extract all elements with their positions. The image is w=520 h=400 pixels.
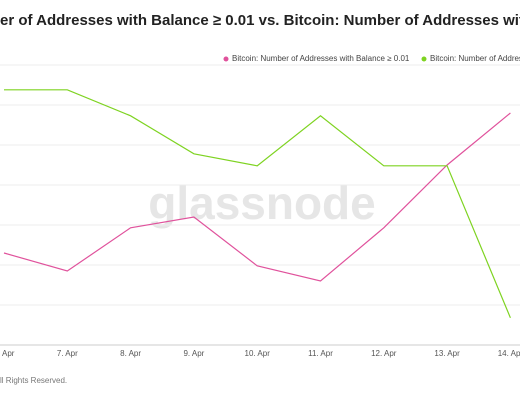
x-tick-label: 6. Apr [0, 349, 15, 358]
series-line [3, 112, 511, 282]
x-tick-label: 7. Apr [57, 349, 78, 358]
x-tick-label: 9. Apr [183, 349, 204, 358]
x-tick-label: 12. Apr [371, 349, 397, 358]
legend-label: Bitcoin: Number of Addresses with Balanc… [430, 54, 520, 63]
x-tick-label: 8. Apr [120, 349, 141, 358]
chart-title: er of Addresses with Balance ≥ 0.01 vs. … [0, 12, 520, 29]
x-tick-label: 13. Apr [434, 349, 460, 358]
legend-swatch [223, 56, 229, 62]
footer: ll Rights Reserved. [0, 376, 67, 385]
x-tick-label: 14. Apr [498, 349, 520, 358]
x-tick-label: 10. Apr [245, 349, 271, 358]
watermark: glassnode [148, 177, 376, 229]
x-tick-label: 11. Apr [308, 349, 333, 358]
legend-swatch [421, 56, 427, 62]
series-line [4, 89, 511, 319]
legend-label: Bitcoin: Number of Addresses with Balanc… [232, 54, 410, 63]
